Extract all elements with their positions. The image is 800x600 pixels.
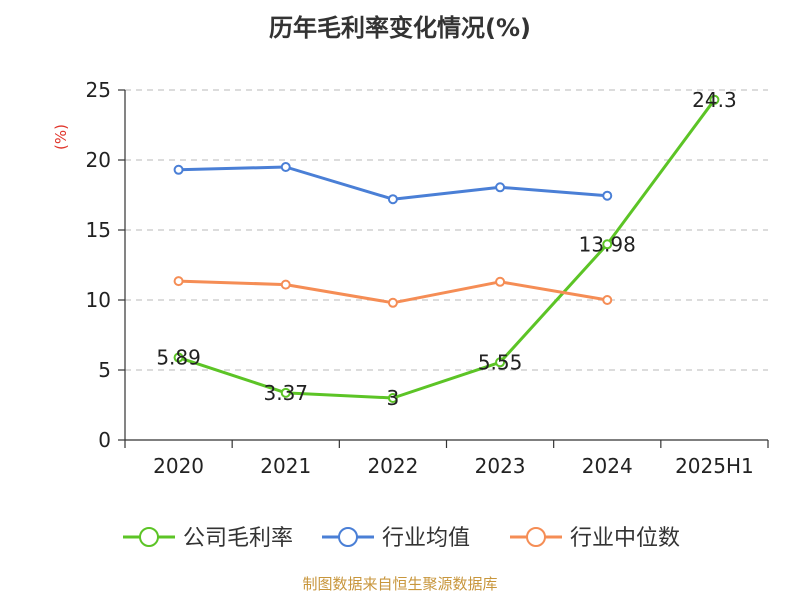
data-point bbox=[387, 393, 398, 403]
data-point bbox=[387, 194, 398, 205]
series-group bbox=[173, 94, 720, 403]
y-tick-label: 0 bbox=[98, 428, 111, 452]
x-tick-label: 2022 bbox=[367, 454, 418, 478]
data-point bbox=[602, 295, 613, 305]
data-point bbox=[602, 239, 613, 250]
data-labels: 5.89 3.37 3 5.55 13.98 24.3 bbox=[156, 88, 736, 410]
x-tick-label: 2023 bbox=[475, 454, 526, 478]
data-point bbox=[173, 276, 184, 287]
series-line bbox=[178, 98, 716, 400]
legend[interactable]: 公司毛利率 行业均值 行业中位数 bbox=[123, 526, 680, 551]
x-tick-label: 2025H1 bbox=[675, 454, 754, 478]
x-tick-label: 2020 bbox=[153, 454, 204, 478]
legend-item[interactable]: 行业均值 bbox=[322, 526, 470, 551]
data-label: 3 bbox=[387, 386, 400, 410]
legend-label: 公司毛利率 bbox=[183, 526, 293, 551]
legend-marker bbox=[338, 527, 358, 547]
legend-item[interactable]: 公司毛利率 bbox=[123, 526, 293, 551]
legend-marker bbox=[526, 527, 546, 547]
y-tick-label: 20 bbox=[86, 148, 111, 172]
data-label: 24.3 bbox=[692, 88, 737, 112]
legend-label: 行业中位数 bbox=[570, 526, 680, 551]
data-label: 5.89 bbox=[156, 346, 201, 370]
x-tick-label: 2024 bbox=[582, 454, 633, 478]
data-point bbox=[173, 352, 184, 363]
data-point bbox=[495, 182, 506, 193]
data-point bbox=[495, 357, 506, 368]
data-label: 13.98 bbox=[579, 232, 636, 256]
x-tick-label: 2021 bbox=[260, 454, 311, 478]
data-point bbox=[173, 164, 184, 175]
data-point bbox=[602, 190, 613, 201]
legend-label: 行业均值 bbox=[382, 526, 470, 551]
y-tick-label: 10 bbox=[86, 288, 111, 312]
legend-marker bbox=[139, 527, 159, 547]
data-point bbox=[280, 279, 291, 290]
data-label: 3.37 bbox=[263, 381, 308, 405]
axes: 0 5 10 15 20 25 2020 2021 2022 2023 2024 2025H1 bbox=[86, 78, 769, 478]
y-tick-label: 15 bbox=[86, 218, 111, 242]
chart-title: 历年毛利率变化情况(%) bbox=[269, 14, 531, 42]
source-note: 制图数据来自恒生聚源数据库 bbox=[302, 575, 498, 593]
data-point bbox=[387, 297, 398, 308]
y-tick-label: 5 bbox=[98, 358, 111, 382]
legend-item[interactable]: 行业中位数 bbox=[510, 526, 680, 551]
y-tick-label: 25 bbox=[86, 78, 111, 102]
data-point bbox=[709, 94, 720, 105]
data-label: 5.55 bbox=[478, 350, 523, 374]
grid-lines bbox=[125, 89, 768, 371]
data-point bbox=[280, 387, 291, 398]
data-point bbox=[280, 162, 291, 172]
data-point bbox=[495, 276, 506, 287]
